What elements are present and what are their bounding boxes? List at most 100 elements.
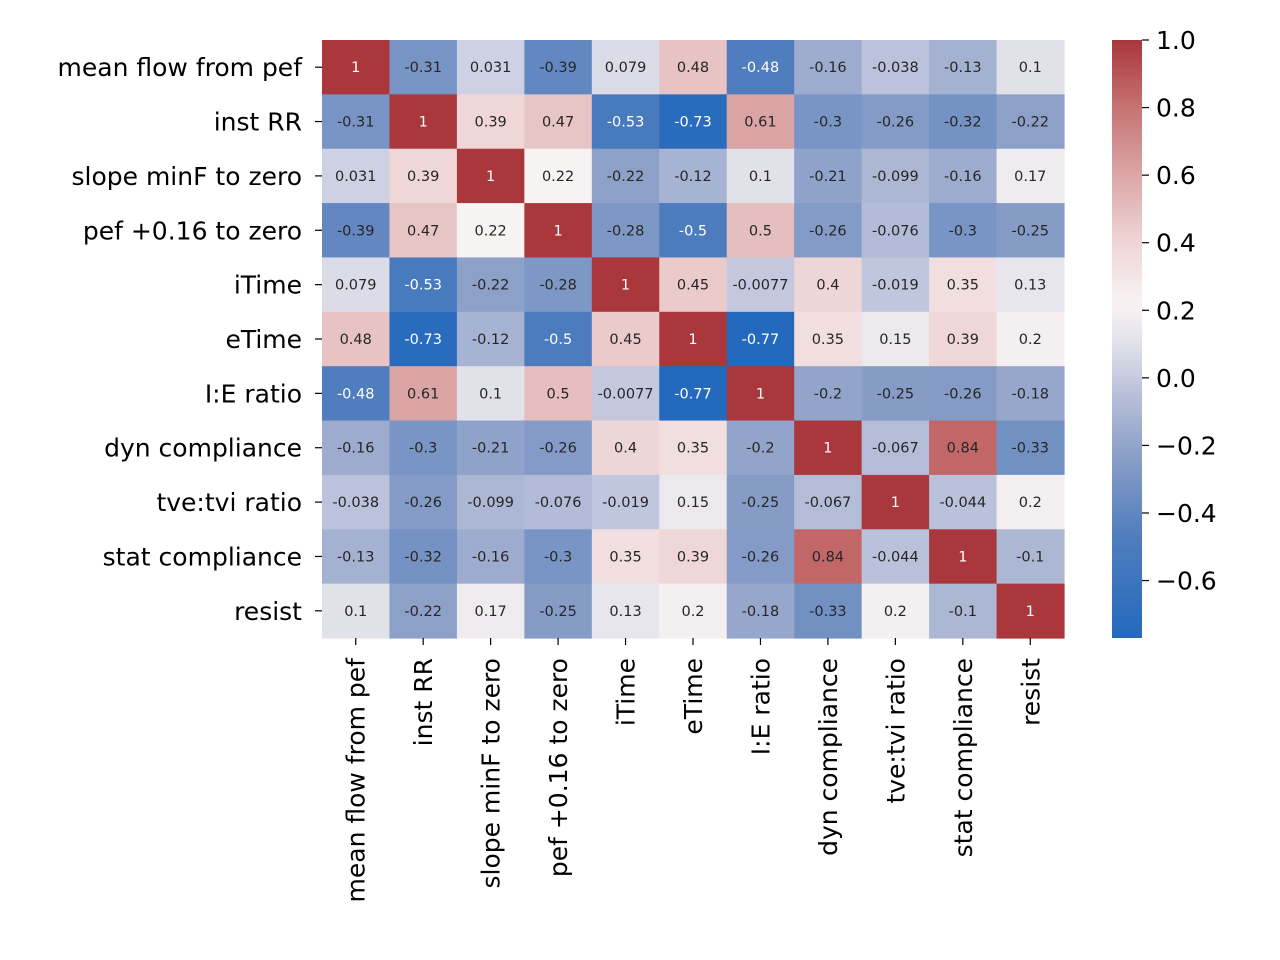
cell-value-label: -0.48: [742, 60, 780, 76]
heatmap-cell: [996, 203, 1065, 259]
cell-value-label: -0.18: [742, 604, 780, 620]
heatmap-cell: [996, 311, 1065, 367]
colorbar: 1.0 0.8 0.6 0.4 0.2 0.0 −0.2 −0.4 −0.6: [1112, 26, 1217, 638]
cell-value-label: 0.2: [1019, 495, 1042, 511]
cell-value-label: -0.31: [404, 60, 442, 76]
cell-value-label: -0.3: [949, 223, 977, 239]
heatmap-cell: [591, 420, 660, 476]
heatmap-cell: [322, 257, 391, 313]
heatmap-cell: [929, 311, 998, 367]
heatmap-cell: [322, 311, 391, 367]
colorbar-tick-label: 0.6: [1156, 161, 1196, 190]
cell-value-label: 1: [621, 278, 630, 294]
heatmap-cell: [794, 474, 863, 530]
heatmap-cell: [929, 474, 998, 530]
heatmap-cell: [861, 94, 930, 150]
heatmap-cell: [456, 94, 525, 150]
heatmap-cell: [726, 366, 795, 422]
heatmap-cell: [794, 94, 863, 150]
heatmap-cell: [456, 203, 525, 259]
x-tick-label: dyn compliance: [814, 658, 843, 856]
heatmap-cell: [726, 40, 795, 95]
heatmap-cell: [524, 474, 593, 530]
heatmap-cell: [591, 474, 660, 530]
heatmap-cell: [524, 148, 593, 204]
cell-value-label: 0.13: [609, 604, 641, 620]
heatmap-cell: [794, 583, 863, 639]
cell-value-label: 0.35: [677, 441, 709, 457]
heatmap-cell: [726, 203, 795, 259]
x-tick-label: I:E ratio: [746, 658, 775, 755]
cell-value-label: -0.73: [674, 115, 712, 131]
cell-value-label: 0.2: [884, 604, 907, 620]
cell-value-label: -0.2: [814, 386, 842, 402]
cell-value-label: -0.0077: [732, 278, 788, 294]
cell-value-label: -0.038: [872, 60, 919, 76]
cell-value-label: 0.45: [609, 332, 641, 348]
y-tick-label: inst RR: [214, 108, 302, 137]
heatmap-cell: [322, 474, 391, 530]
heatmap-cell: [659, 94, 728, 150]
cell-value-label: -0.16: [472, 549, 510, 565]
colorbar-tick-label: 1.0: [1156, 26, 1196, 55]
heatmap-cell: [861, 148, 930, 204]
cell-value-label: -0.22: [404, 604, 442, 620]
colorbar-tick-label: −0.6: [1156, 567, 1217, 596]
y-tick-label: slope minF to zero: [71, 162, 302, 191]
x-tick-label: eTime: [679, 658, 708, 735]
cell-value-label: 1: [891, 495, 900, 511]
cell-value-label: 1: [553, 223, 562, 239]
heatmap-cell: [389, 366, 458, 422]
cell-value-label: -0.26: [877, 115, 915, 131]
heatmap-cell: [861, 366, 930, 422]
colorbar-tick-label: −0.4: [1156, 499, 1217, 528]
cell-value-label: -0.1: [949, 604, 977, 620]
cell-value-label: -0.26: [944, 386, 982, 402]
heatmap-cell: [659, 583, 728, 639]
cell-value-label: 0.48: [340, 332, 372, 348]
cell-value-label: 0.45: [677, 278, 709, 294]
cell-value-label: 0.1: [479, 386, 502, 402]
heatmap-cell: [591, 366, 660, 422]
x-tick-label: iTime: [612, 658, 641, 726]
y-tick-label: iTime: [234, 271, 302, 300]
heatmap-cell: [456, 583, 525, 639]
cell-value-label: -0.067: [805, 495, 852, 511]
y-tick-label: pef +0.16 to zero: [83, 216, 302, 245]
heatmap-cell: [929, 366, 998, 422]
cell-value-label: -0.25: [539, 604, 577, 620]
cell-value-label: 0.079: [335, 278, 377, 294]
heatmap-cell: [996, 366, 1065, 422]
cell-value-label: 0.47: [407, 223, 439, 239]
heatmap-cell: [929, 40, 998, 95]
cell-value-label: -0.038: [332, 495, 379, 511]
heatmap-cell: [726, 257, 795, 313]
heatmap-cell: [389, 420, 458, 476]
heatmap-cell: [389, 40, 458, 95]
heatmap-cell: [861, 529, 930, 585]
heatmap-cell: [726, 583, 795, 639]
cell-value-label: -0.12: [472, 332, 510, 348]
heatmap-cell: [929, 583, 998, 639]
cell-value-label: -0.22: [607, 169, 645, 185]
heatmap-cell: [456, 366, 525, 422]
cell-value-label: 0.2: [1019, 332, 1042, 348]
cell-value-label: 1: [486, 169, 495, 185]
cell-value-label: 0.17: [1014, 169, 1046, 185]
heatmap-cell: [794, 529, 863, 585]
cell-value-label: 0.61: [407, 386, 439, 402]
colorbar-tick-label: 0.2: [1156, 296, 1196, 325]
heatmap-cell: [996, 257, 1065, 313]
cell-value-label: 0.15: [879, 332, 911, 348]
heatmap-cell: [996, 583, 1065, 639]
cell-value-label: -0.25: [742, 495, 780, 511]
cell-value-label: -0.53: [404, 278, 442, 294]
heatmap-cell: [726, 148, 795, 204]
cell-value-label: 0.35: [812, 332, 844, 348]
colorbar-gradient: [1112, 40, 1142, 638]
cell-value-label: 0.39: [947, 332, 979, 348]
cell-value-label: 0.47: [542, 115, 574, 131]
heatmap-cell: [929, 148, 998, 204]
heatmap-cell: [456, 257, 525, 313]
cell-value-label: -0.39: [539, 60, 577, 76]
